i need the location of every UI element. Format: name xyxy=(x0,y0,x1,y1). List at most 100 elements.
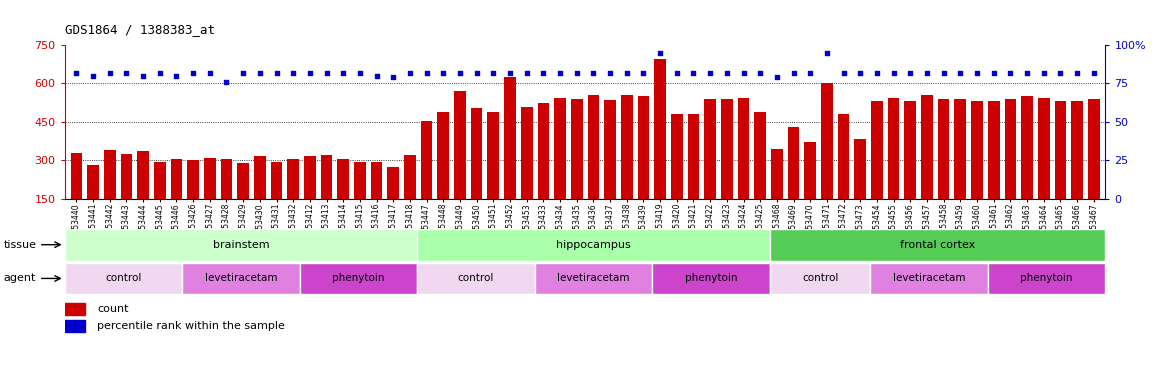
Point xyxy=(218,79,236,85)
Bar xyxy=(521,106,533,199)
Point xyxy=(684,70,703,76)
Text: agent: agent xyxy=(4,273,36,284)
Point xyxy=(534,70,553,76)
Bar xyxy=(65,320,85,332)
Bar xyxy=(221,159,233,199)
Point xyxy=(784,70,803,76)
Bar xyxy=(971,101,983,199)
Point xyxy=(267,70,286,76)
Bar xyxy=(855,138,866,199)
Point xyxy=(601,70,620,76)
Bar xyxy=(955,99,967,199)
Text: control: control xyxy=(802,273,838,284)
Point xyxy=(350,70,369,76)
Bar xyxy=(871,101,883,199)
Point xyxy=(817,50,836,56)
Point xyxy=(501,70,520,76)
Bar xyxy=(138,152,149,199)
Bar xyxy=(417,262,535,294)
Bar xyxy=(904,101,916,199)
Bar xyxy=(821,84,833,199)
Bar xyxy=(1038,98,1049,199)
Bar xyxy=(754,112,766,199)
Point xyxy=(334,70,353,76)
Bar xyxy=(171,159,182,199)
Point xyxy=(1051,70,1070,76)
Point xyxy=(234,70,253,76)
Bar xyxy=(321,155,333,199)
Point xyxy=(517,70,536,76)
Point xyxy=(434,70,453,76)
Bar xyxy=(621,95,633,199)
Bar xyxy=(470,108,482,199)
Point xyxy=(318,70,336,76)
Bar xyxy=(771,149,783,199)
Bar xyxy=(203,158,215,199)
Bar xyxy=(287,159,299,199)
Bar xyxy=(888,98,900,199)
Bar xyxy=(417,229,770,261)
Bar xyxy=(704,99,716,199)
Bar xyxy=(604,100,616,199)
Bar xyxy=(65,262,182,294)
Point xyxy=(1035,70,1054,76)
Point xyxy=(868,70,887,76)
Bar xyxy=(454,91,466,199)
Text: phenytoin: phenytoin xyxy=(332,273,385,284)
Point xyxy=(851,70,870,76)
Bar xyxy=(1055,101,1067,199)
Point xyxy=(467,70,486,76)
Point xyxy=(183,70,202,76)
Bar xyxy=(554,98,566,199)
Point xyxy=(567,70,586,76)
Bar xyxy=(870,262,988,294)
Bar xyxy=(1071,101,1083,199)
Bar xyxy=(570,99,582,199)
Point xyxy=(250,70,269,76)
Bar xyxy=(770,229,1105,261)
Bar xyxy=(1004,99,1016,199)
Bar xyxy=(1088,99,1100,199)
Bar xyxy=(238,163,249,199)
Text: control: control xyxy=(105,273,141,284)
Text: levetiracetam: levetiracetam xyxy=(557,273,629,284)
Text: brainstem: brainstem xyxy=(213,240,269,250)
Text: percentile rank within the sample: percentile rank within the sample xyxy=(96,321,285,331)
Bar xyxy=(588,95,600,199)
Point xyxy=(984,70,1003,76)
Point xyxy=(801,70,820,76)
Bar xyxy=(182,262,300,294)
Bar xyxy=(254,156,266,199)
Bar xyxy=(537,103,549,199)
Point xyxy=(367,73,386,79)
Point xyxy=(83,73,102,79)
Point xyxy=(734,70,753,76)
Point xyxy=(483,70,502,76)
Bar xyxy=(637,96,649,199)
Point xyxy=(968,70,987,76)
Point xyxy=(116,70,135,76)
Text: levetiracetam: levetiracetam xyxy=(893,273,965,284)
Point xyxy=(100,70,119,76)
Bar xyxy=(103,150,115,199)
Text: GDS1864 / 1388383_at: GDS1864 / 1388383_at xyxy=(65,22,215,36)
Point xyxy=(67,70,86,76)
Point xyxy=(417,70,436,76)
Point xyxy=(300,70,319,76)
Point xyxy=(1068,70,1087,76)
Text: levetiracetam: levetiracetam xyxy=(205,273,278,284)
Bar xyxy=(421,121,433,199)
Bar xyxy=(770,262,870,294)
Bar xyxy=(354,162,366,199)
Bar xyxy=(937,99,949,199)
Point xyxy=(383,74,402,80)
Bar xyxy=(988,262,1105,294)
Point xyxy=(750,70,769,76)
Bar xyxy=(804,142,816,199)
Point xyxy=(1017,70,1036,76)
Bar xyxy=(405,155,416,199)
Bar xyxy=(270,162,282,199)
Text: control: control xyxy=(457,273,494,284)
Point xyxy=(901,70,920,76)
Bar xyxy=(121,154,132,199)
